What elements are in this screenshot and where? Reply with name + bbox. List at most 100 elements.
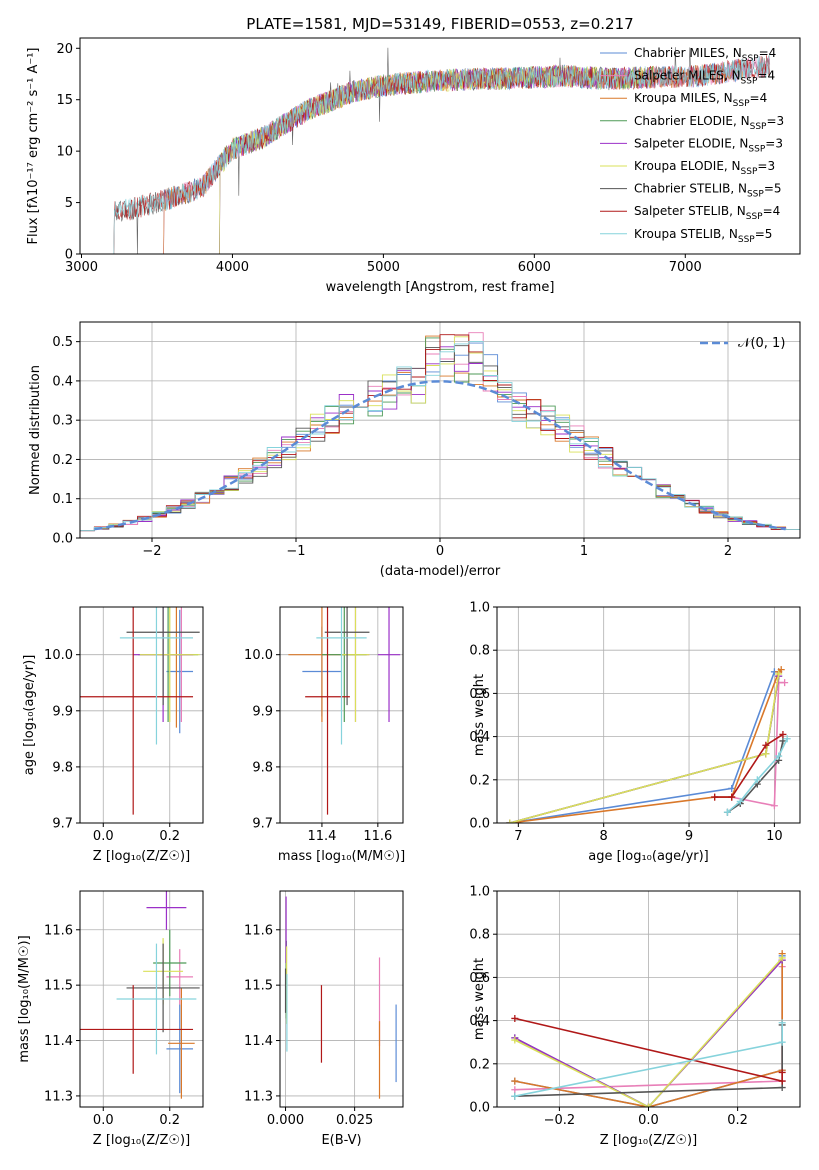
y-tick-label: 11.3 (244, 1089, 273, 1104)
y-tick-label: 10.0 (244, 648, 273, 663)
x-tick-label: 10 (766, 829, 783, 844)
weight-line (509, 673, 780, 823)
grid-lines (80, 607, 203, 824)
errorbar-chabrier-miles (166, 1004, 194, 1094)
errorbar-salpeter-miles (166, 949, 194, 1005)
weight-marker (781, 679, 789, 687)
x-tick-label: 3000 (65, 260, 98, 275)
x-tick-label: −2 (142, 544, 161, 559)
y-tick-label: 0.0 (469, 817, 490, 832)
plot-area (80, 607, 200, 815)
errorbar-chabrier-stelib (126, 943, 200, 1033)
x-axis-label: Z [log₁₀(Z/Z☉)] (93, 1133, 190, 1148)
weight-line-kroupa-elodie (506, 670, 783, 823)
weight-marker (778, 1077, 786, 1085)
weight-marker (762, 741, 770, 749)
y-tick-label: 11.6 (244, 923, 273, 938)
grid-lines (80, 891, 203, 1107)
mass-weight-vs-age-panel: 7 8 9 10 0.0 0.2 0.4 0.6 0.8 1.0 age [log₁₀(age/yr… (469, 601, 801, 864)
x-axis-label: wavelength [Angstrom, rest frame] (326, 280, 555, 295)
y-tick-label: 10.0 (44, 648, 73, 663)
mass-vs-Z-panel: 0.0 0.2 11.3 11.4 11.5 11.6 Z [log₁₀(Z/Z☉)] mas… (17, 890, 204, 1148)
weight-marker (511, 1014, 519, 1022)
y-tick-label: 10 (56, 145, 73, 160)
plot-area (511, 950, 786, 1107)
plot-area (113, 47, 771, 254)
weight-marker (753, 776, 761, 784)
x-tick-label: 11.4 (307, 829, 336, 844)
x-tick-label: 7 (514, 829, 522, 844)
axes-frame (279, 890, 404, 1108)
y-tick-label: 5 (65, 196, 73, 211)
weight-marker (711, 793, 719, 801)
axes-frame (496, 606, 801, 824)
y-tick-label: 11.4 (244, 1034, 273, 1049)
y-axis-label: mass weight (472, 958, 487, 1040)
y-axis-label: mass weight (472, 674, 487, 756)
x-tick-label: 8 (600, 829, 608, 844)
histogram-step-kroupa-stelib-n-ssp-5 (80, 340, 800, 531)
age-vs-Z-panel: 0.0 0.2 9.7 9.8 9.9 10.0 Z [log₁₀(Z/Z☉)] age [l… (22, 606, 204, 864)
x-axis-label: E(B-V) (321, 1133, 361, 1148)
weight-marker (779, 730, 787, 738)
y-tick-label: 11.3 (44, 1089, 73, 1104)
weight-marker (511, 1086, 519, 1094)
x-tick-label: 4000 (216, 260, 249, 275)
legend-label-salpeter-miles-n-ssp-4: Salpeter MILES, NSSP=4 (634, 69, 775, 87)
x-tick-label: 0.2 (159, 829, 180, 844)
errorbar-kroupa-elodie (341, 607, 370, 723)
axes-frame (79, 890, 204, 1108)
weight-marker (778, 1084, 786, 1092)
plot-area (506, 666, 791, 823)
y-tick-label: 0.2 (469, 1057, 490, 1072)
x-tick-label: −1 (286, 544, 305, 559)
errorbar-kroupa-miles (168, 987, 195, 1099)
y-axis-label: age [log₁₀(age/yr)] (22, 655, 37, 776)
x-tick-label: −0.2 (544, 1113, 576, 1128)
plot-area (284, 896, 397, 1099)
spectrum-line-salpeter-elodie-n-ssp-3 (218, 64, 654, 254)
x-tick-label: 0.0 (93, 1113, 114, 1128)
weight-marker (736, 797, 744, 805)
y-tick-label: 0.0 (469, 1101, 490, 1116)
mass-vs-EBV-panel: 0.000 0.025 11.3 11.4 11.5 11.6 E(B-V) (244, 890, 404, 1148)
x-tick-label: 1 (580, 544, 588, 559)
x-tick-label: 0.0 (638, 1113, 659, 1128)
x-axis-label: (data-model)/error (380, 564, 501, 579)
y-axis-label: Flux [fλ10⁻¹⁷ erg cm⁻² s⁻¹ A⁻¹] (26, 48, 41, 245)
errorbar-salpeter-elodie (146, 891, 187, 930)
x-tick-label: 0 (436, 544, 444, 559)
y-axis-label: Normed distribution (28, 365, 43, 495)
residual-histogram-panel: −2 −1 0 1 2 0.0 0.1 0.2 0.3 0.4 0.5 (data-model)/er… (28, 321, 801, 579)
x-tick-label: 0.025 (336, 1113, 373, 1128)
weight-marker (762, 750, 770, 758)
y-tick-label: 0.8 (469, 644, 490, 659)
legend-label-salpeter-stelib-n-ssp-4: Salpeter STELIB, NSSP=4 (634, 204, 780, 222)
errorbar-chabrier-stelib (324, 607, 370, 706)
errorbar-kroupa-stelib (116, 943, 197, 1055)
y-tick-label: 0.5 (52, 335, 73, 350)
weight-line-kroupa-stelib (723, 735, 791, 816)
spectrum-legend: Chabrier MILES, NSSP=4 Salpeter MILES, NS… (600, 46, 784, 245)
errorbar-salpeter-stelib (80, 607, 194, 815)
x-tick-label: 7000 (669, 260, 702, 275)
x-axis-label: Z [log₁₀(Z/Z☉)] (93, 849, 190, 864)
x-tick-label: 0.2 (727, 1113, 748, 1128)
errorbar-kroupa-stelib (316, 607, 367, 745)
x-tick-label: 5000 (367, 260, 400, 275)
y-axis-label: mass [log₁₀(M/M☉)] (17, 935, 32, 1062)
errorbar-salpeter-elodie (377, 607, 401, 723)
spectrum-line-chabrier-elodie-n-ssp-3 (218, 65, 654, 254)
legend-label-normal: 𝒩(0, 1) (738, 336, 785, 351)
age-vs-mass-panel: 11.4 11.6 9.7 9.8 9.9 10.0 mass [log₁₀(M/M☉)] (244, 606, 405, 864)
legend-label-salpeter-elodie-n-ssp-3: Salpeter ELODIE, NSSP=3 (634, 136, 783, 154)
y-tick-label: 9.9 (252, 704, 273, 719)
y-tick-label: 0.4 (469, 730, 490, 745)
normal-reference-curve (94, 380, 786, 531)
weight-marker (778, 1019, 786, 1027)
y-tick-label: 0.0 (52, 532, 73, 547)
x-tick-label: 2 (724, 544, 732, 559)
y-tick-label: 9.8 (52, 760, 73, 775)
spectrum-line-kroupa-stelib-n-ssp-5 (113, 54, 770, 254)
